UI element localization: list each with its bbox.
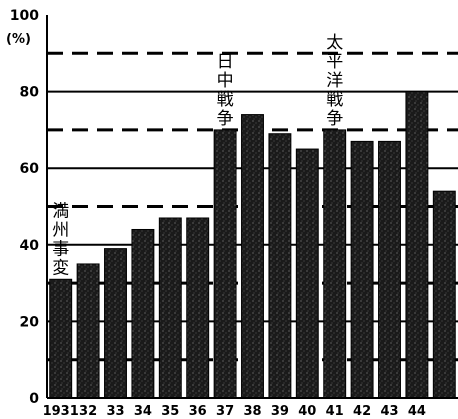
- x-tick-label: 36: [189, 404, 207, 419]
- y-tick-label: 0: [29, 391, 39, 407]
- x-tick-label: 42: [353, 404, 371, 419]
- bar-last: [432, 190, 456, 399]
- bar-37: [213, 129, 237, 399]
- axes: 0 20 40 60 80 100 (%) 1931 32 33 34 35 36 37 38 39 40 41 4…: [6, 8, 458, 419]
- bar-36: [186, 217, 210, 399]
- y-tick-label: 100: [10, 8, 39, 24]
- y-tick-label: 40: [20, 238, 40, 254]
- annotations: 満州事変 日中戦争 太平洋戦争: [52, 33, 343, 278]
- bar-44: [405, 91, 429, 399]
- x-tick-label: 35: [161, 404, 179, 419]
- x-tick-label: 32: [79, 404, 97, 419]
- x-tick-label: 39: [271, 404, 289, 419]
- x-tick-label: 44: [408, 404, 426, 419]
- annotation-label: 太平洋戦争: [326, 33, 343, 129]
- x-tick-label: 41: [326, 404, 344, 419]
- y-tick-label: 60: [20, 161, 40, 177]
- bar-40: [295, 148, 319, 399]
- bar-39: [268, 133, 292, 399]
- bar-32: [76, 263, 100, 399]
- y-tick-label: 20: [20, 314, 40, 330]
- bar-42: [350, 140, 374, 399]
- bar-33: [104, 248, 127, 399]
- x-tick-label: 1931: [43, 404, 79, 419]
- bar-41: [323, 129, 347, 399]
- annotation-label: 満州事変: [52, 201, 69, 278]
- bar-1931: [49, 278, 73, 399]
- bar-34: [131, 228, 155, 399]
- y-unit-label: (%): [6, 32, 31, 47]
- x-tick-label: 33: [106, 404, 124, 419]
- bar-43: [378, 140, 401, 399]
- x-tick-label: 43: [380, 404, 398, 419]
- bar-35: [158, 217, 182, 399]
- annotation-label: 日中戦争: [217, 52, 234, 129]
- x-tick-label: 34: [134, 404, 152, 419]
- x-tick-label: 40: [298, 404, 316, 419]
- bars: [49, 91, 456, 399]
- x-tick-label: 37: [216, 404, 234, 419]
- bar-38: [241, 114, 264, 399]
- y-tick-label: 80: [20, 85, 40, 101]
- x-tick-label: 38: [243, 404, 261, 419]
